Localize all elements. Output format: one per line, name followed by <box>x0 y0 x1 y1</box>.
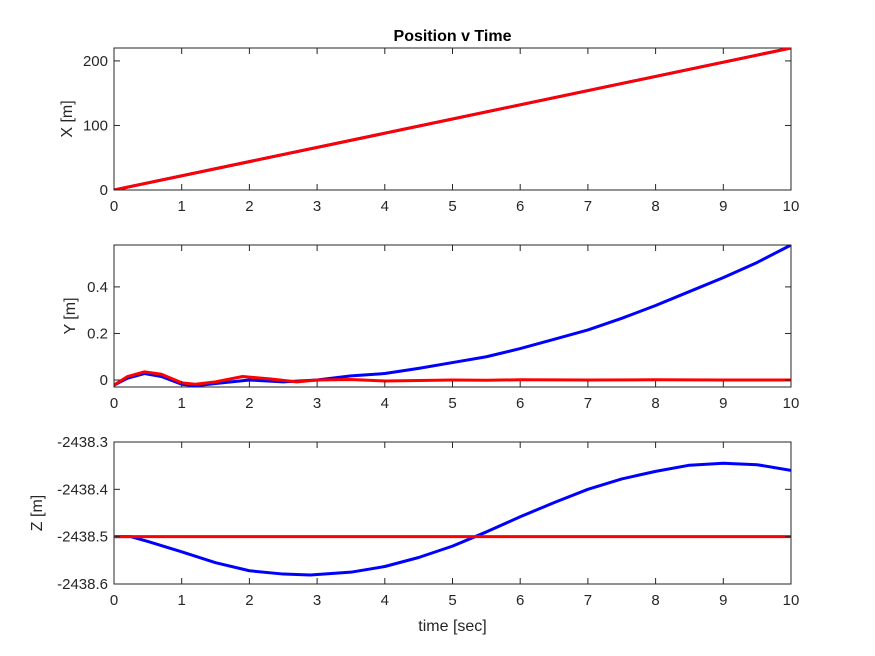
y-tick-label: -2438.6 <box>57 576 108 593</box>
y-tick-label: -2438.3 <box>57 434 108 451</box>
x-tick-label: 3 <box>313 592 321 609</box>
x-tick-label: 1 <box>178 592 186 609</box>
axes-box <box>113 441 792 585</box>
x-tick-label: 10 <box>783 198 800 215</box>
y-tick-label: 0.2 <box>87 325 108 342</box>
y-axis-label: X [m] <box>59 100 76 137</box>
x-tick-label: 8 <box>651 592 659 609</box>
x-tick-label: 0 <box>110 198 118 215</box>
x-tick-label: 1 <box>178 198 186 215</box>
x-tick-label: 0 <box>110 395 118 412</box>
y-tick-label: 200 <box>83 53 108 70</box>
subplot-3: 0 1 2 3 4 5 6 7 8 9 10 -2438.6 -2438.5 -2438.4 -2438.3… <box>29 434 799 635</box>
x-tick-label: 7 <box>584 395 592 412</box>
x-tick-label: 6 <box>516 395 524 412</box>
x-axis-label: time [sec] <box>418 618 486 635</box>
x-tick-label: 2 <box>245 198 253 215</box>
x-tick-label: 9 <box>719 592 727 609</box>
x-tick-label: 5 <box>448 395 456 412</box>
x-tick-label: 3 <box>313 395 321 412</box>
x-tick-label: 9 <box>719 395 727 412</box>
x-tick-label: 7 <box>584 592 592 609</box>
y-tick-label: 0 <box>100 372 108 389</box>
x-tick-label: 5 <box>448 198 456 215</box>
x-tick-label: 3 <box>313 198 321 215</box>
x-tick-label: 2 <box>245 395 253 412</box>
x-tick-label: 0 <box>110 592 118 609</box>
x-tick-label: 2 <box>245 592 253 609</box>
x-tick-label: 5 <box>448 592 456 609</box>
series-line-1 <box>114 461 791 577</box>
y-tick-label: -2438.4 <box>57 481 108 498</box>
x-tick-label: 4 <box>381 198 389 215</box>
series-line-2 <box>114 48 791 190</box>
x-tick-label: 10 <box>783 592 800 609</box>
x-tick-label: 10 <box>783 395 800 412</box>
y-tick-label: 0.4 <box>87 279 108 296</box>
axes-box <box>113 244 792 388</box>
x-tick-label: 6 <box>516 198 524 215</box>
x-tick-label: 4 <box>381 395 389 412</box>
x-tick-label: 8 <box>651 198 659 215</box>
y-tick-label: 100 <box>83 117 108 134</box>
y-axis-label: Y [m] <box>62 297 79 334</box>
x-tick-label: 1 <box>178 395 186 412</box>
x-tick-label: 8 <box>651 395 659 412</box>
x-tick-label: 7 <box>584 198 592 215</box>
y-axis-label: Z [m] <box>29 495 46 531</box>
x-tick-label: 6 <box>516 592 524 609</box>
chart-title: Position v Time <box>394 28 512 45</box>
x-tick-label: 9 <box>719 198 727 215</box>
x-tick-label: 4 <box>381 592 389 609</box>
y-tick-label: -2438.5 <box>57 529 108 546</box>
subplot-2: 0 1 2 3 4 5 6 7 8 9 10 0 0.2 0.4 Y [m] <box>62 244 800 412</box>
series-line-2 <box>114 370 791 387</box>
y-tick-label: 0 <box>100 182 108 199</box>
